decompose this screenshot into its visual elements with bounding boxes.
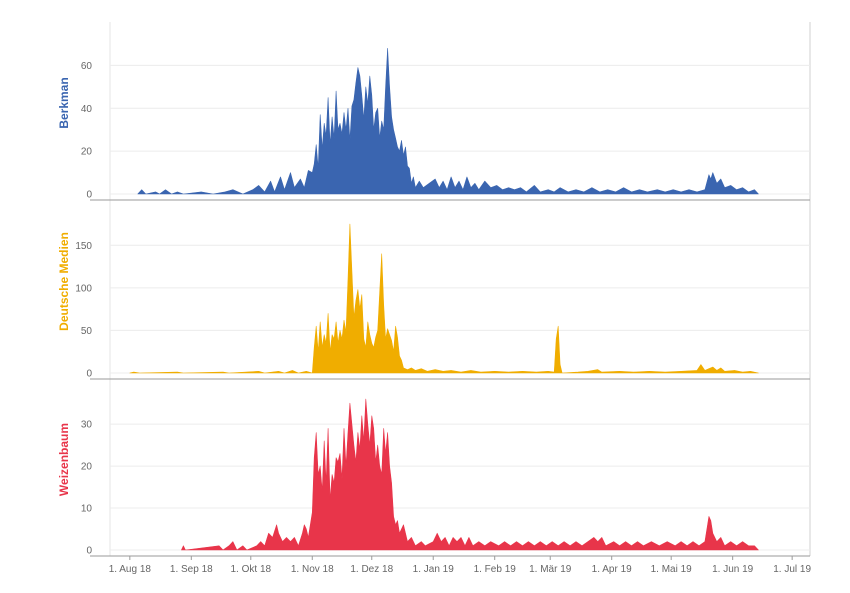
x-tick-label: 1. Okt 18 (231, 564, 272, 575)
series-area-berkman (137, 48, 759, 195)
panel-label: Deutsche Medien (57, 232, 71, 331)
x-tick-label: 1. Jun 19 (712, 564, 754, 575)
series-area-deutsche-medien (129, 223, 759, 374)
y-tick-label: 40 (81, 104, 93, 115)
y-tick-label: 30 (81, 420, 93, 431)
x-tick-label: 1. Mär 19 (529, 564, 572, 575)
y-tick-label: 150 (75, 241, 92, 252)
y-tick-label: 0 (86, 190, 92, 201)
y-tick-label: 0 (86, 369, 92, 380)
y-tick-label: 60 (81, 61, 93, 72)
y-tick-label: 100 (75, 283, 92, 294)
x-tick-label: 1. Apr 19 (592, 564, 632, 575)
x-tick-label: 1. Aug 18 (109, 564, 152, 575)
x-tick-label: 1. Mai 19 (651, 564, 693, 575)
panel-label: Weizenbaum (57, 423, 71, 496)
panel-label: Berkman (57, 77, 71, 128)
series-area-weizenbaum (181, 398, 759, 551)
x-tick-label: 1. Jan 19 (413, 564, 455, 575)
x-tick-label: 1. Nov 18 (291, 564, 334, 575)
y-tick-label: 50 (81, 326, 93, 337)
y-tick-label: 10 (81, 504, 93, 515)
x-tick-label: 1. Feb 19 (474, 564, 517, 575)
y-tick-label: 0 (86, 546, 92, 557)
x-tick-label: 1. Sep 18 (170, 564, 213, 575)
y-tick-label: 20 (81, 147, 93, 158)
x-tick-label: 1. Dez 18 (350, 564, 393, 575)
x-tick-label: 1. Jul 19 (773, 564, 811, 575)
y-tick-label: 20 (81, 462, 93, 473)
